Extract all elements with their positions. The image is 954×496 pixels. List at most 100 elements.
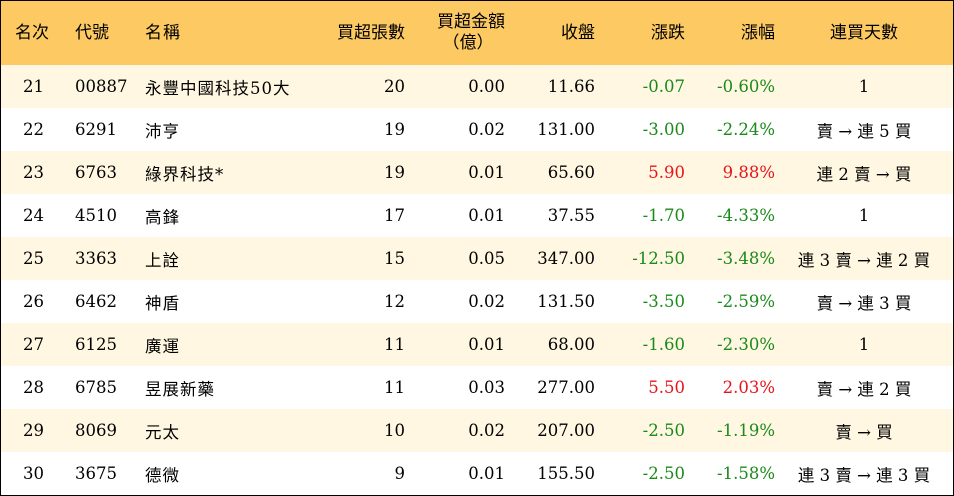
cell-rank: 26 [23,292,44,311]
header-streak: 連買天數 [830,22,898,43]
table-row: 26 6462 神盾 12 0.02 131.50 -3.50 -2.59% 賣… [1,280,953,323]
cell-close: 277.00 [537,378,595,397]
cell-rank: 24 [23,206,44,225]
header-name: 名稱 [145,22,181,43]
header-change: 漲跌 [651,22,685,43]
cell-code: 6125 [75,335,117,354]
header-change-pct: 漲幅 [741,22,775,43]
cell-buy-amount: 0.02 [468,421,505,440]
header-rank: 名次 [15,22,49,43]
table-row: 28 6785 昱展新藥 11 0.03 277.00 5.50 2.03% 賣… [1,366,953,409]
cell-buy-lots: 17 [384,206,405,225]
cell-code: 3363 [75,249,117,268]
cell-change: -2.50 [642,464,685,483]
cell-streak: 賣 → 連 5 買 [816,121,912,141]
cell-close: 65.60 [547,163,595,182]
cell-code: 6291 [75,120,117,139]
header-buy-lots: 買超張數 [337,22,405,43]
cell-change-pct: -2.24% [717,120,775,139]
cell-close: 11.66 [547,77,595,96]
cell-buy-amount: 0.01 [468,163,505,182]
cell-rank: 22 [23,120,44,139]
cell-rank: 25 [23,249,44,268]
cell-code: 00887 [75,77,128,96]
cell-change: -0.07 [642,77,685,96]
cell-buy-lots: 11 [384,378,405,397]
cell-change: -1.60 [642,335,685,354]
cell-name: 永豐中國科技50大 [145,78,291,98]
cell-buy-lots: 11 [384,335,405,354]
cell-change: 5.50 [648,378,685,397]
cell-change: -1.70 [642,206,685,225]
cell-buy-amount: 0.05 [468,249,505,268]
cell-buy-lots: 12 [384,292,405,311]
cell-streak: 賣 → 買 [835,422,893,442]
cell-close: 37.55 [547,206,595,225]
cell-buy-amount: 0.03 [468,378,505,397]
table-row: 27 6125 廣運 11 0.01 68.00 -1.60 -2.30% 1 [1,323,953,366]
cell-change: -2.50 [642,421,685,440]
cell-buy-amount: 0.01 [468,206,505,225]
cell-close: 347.00 [537,249,595,268]
header-close: 收盤 [561,22,595,43]
header-buy-amount-line2: （億） [442,33,494,53]
cell-streak: 1 [858,206,870,225]
cell-streak: 1 [858,77,870,96]
cell-name: 高鋒 [145,207,180,227]
cell-rank: 28 [23,378,44,397]
cell-name: 元太 [145,422,180,442]
cell-code: 3675 [75,464,117,483]
cell-change: -3.00 [642,120,685,139]
table-row: 30 3675 德微 9 0.01 155.50 -2.50 -1.58% 連 … [1,452,953,495]
cell-code: 6785 [75,378,117,397]
cell-change: 5.90 [648,163,685,182]
table-row: 25 3363 上詮 15 0.05 347.00 -12.50 -3.48% … [1,237,953,280]
cell-name: 昱展新藥 [145,379,215,399]
cell-streak: 連 3 賣 → 連 2 買 [797,250,931,270]
table-row: 23 6763 綠界科技* 19 0.01 65.60 5.90 9.88% 連… [1,151,953,194]
cell-change-pct: 9.88% [722,163,775,182]
cell-rank: 21 [23,77,44,96]
cell-code: 6462 [75,292,117,311]
cell-change: -3.50 [642,292,685,311]
cell-name: 德微 [145,465,180,485]
table-row: 21 00887 永豐中國科技50大 20 0.00 11.66 -0.07 -… [1,65,953,108]
header-buy-amount-line1: 買超金額 [437,12,505,32]
table-row: 22 6291 沛亨 19 0.02 131.00 -3.00 -2.24% 賣… [1,108,953,151]
cell-close: 155.50 [537,464,595,483]
cell-name: 神盾 [145,293,180,313]
table-body: 21 00887 永豐中國科技50大 20 0.00 11.66 -0.07 -… [1,65,953,495]
cell-name: 上詮 [145,250,180,270]
cell-buy-lots: 15 [384,249,405,268]
header-code: 代號 [75,22,109,43]
cell-rank: 23 [23,163,44,182]
cell-change-pct: -1.58% [717,464,775,483]
cell-buy-amount: 0.01 [468,464,505,483]
cell-buy-lots: 10 [384,421,405,440]
cell-rank: 27 [23,335,44,354]
cell-buy-amount: 0.02 [468,292,505,311]
cell-streak: 賣 → 連 3 買 [816,293,912,313]
cell-rank: 30 [23,464,44,483]
cell-buy-amount: 0.02 [468,120,505,139]
cell-streak: 1 [858,335,870,354]
cell-change-pct: -2.30% [717,335,775,354]
cell-buy-amount: 0.01 [468,335,505,354]
cell-close: 131.50 [537,292,595,311]
table-row: 29 8069 元太 10 0.02 207.00 -2.50 -1.19% 賣… [1,409,953,452]
cell-buy-amount: 0.00 [468,77,505,96]
cell-streak: 連 3 賣 → 連 3 買 [797,465,931,485]
cell-name: 沛亨 [145,121,180,141]
header-buy-amount: 買超金額 （億） [405,1,505,65]
table-row: 24 4510 高鋒 17 0.01 37.55 -1.70 -4.33% 1 [1,194,953,237]
cell-streak: 賣 → 連 2 買 [816,379,912,399]
cell-close: 207.00 [537,421,595,440]
cell-buy-lots: 9 [394,464,406,483]
cell-change-pct: -3.48% [717,249,775,268]
cell-change-pct: -1.19% [717,421,775,440]
cell-change-pct: -4.33% [717,206,775,225]
cell-close: 68.00 [547,335,595,354]
cell-code: 6763 [75,163,117,182]
